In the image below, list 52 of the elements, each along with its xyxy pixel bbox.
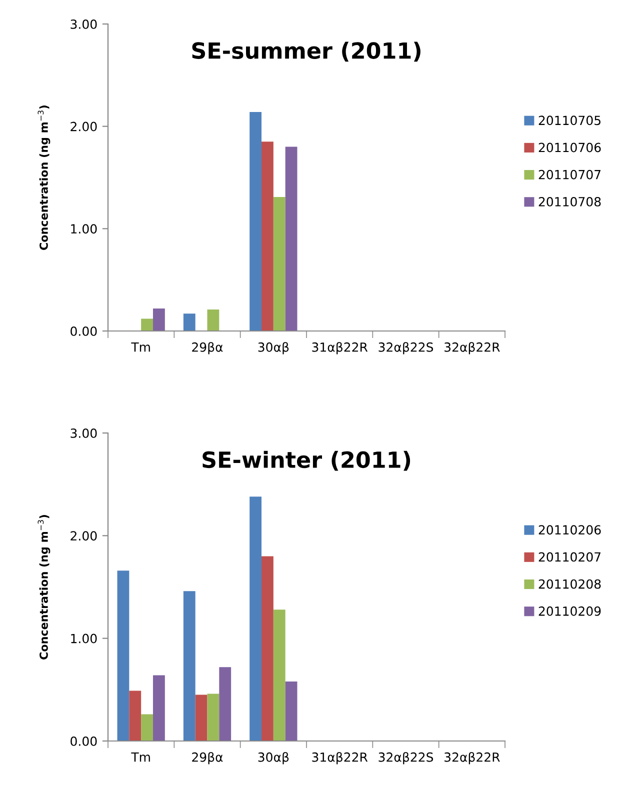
y-tick-label: 2.00 <box>70 531 97 541</box>
x-tick-label: 31αβ22R <box>312 752 368 764</box>
bar <box>250 496 262 741</box>
bar <box>273 196 286 331</box>
bar <box>219 667 232 741</box>
bar <box>152 675 165 741</box>
bar <box>250 112 262 331</box>
y-tick-label: 0.00 <box>70 736 97 746</box>
y-axis-title: Concentration (ng m$^{−3}$) <box>38 106 50 250</box>
legend-label: 20110209 <box>538 606 601 616</box>
text: SE-summer (2011) <box>192 42 420 62</box>
bar <box>183 591 196 741</box>
y-tick-label: 3.00 <box>70 19 97 29</box>
x-tick-label: Tm <box>131 752 150 762</box>
y-axis-title: Concentration (ng m$^{−3}$) <box>38 515 50 660</box>
x-tick-label: 32αβ22R <box>444 342 500 354</box>
bar <box>207 694 220 741</box>
x-tick-label: 29βα <box>192 752 223 764</box>
y-tick-label: 2.00 <box>70 122 97 132</box>
legend-label: 20110705 <box>538 116 600 126</box>
y-tick-label: 0.00 <box>70 326 97 336</box>
x-tick-label: 31αβ22R <box>312 342 368 354</box>
bar <box>117 570 130 741</box>
bar <box>152 308 165 331</box>
bar <box>141 318 153 331</box>
bar <box>129 690 142 741</box>
y-tick-label: 3.00 <box>70 428 97 438</box>
bar <box>141 714 153 741</box>
legend-label: 20110708 <box>538 196 601 206</box>
x-tick-label: 29βα <box>192 342 223 354</box>
y-tick-label: 1.00 <box>71 224 97 234</box>
bar <box>183 314 196 331</box>
bar <box>195 694 208 741</box>
legend-label: 20110706 <box>538 142 601 152</box>
legend-label: 20110207 <box>538 552 600 562</box>
bar <box>207 310 220 331</box>
bar <box>273 610 286 741</box>
bar <box>285 681 298 741</box>
legend-label: 20110208 <box>538 579 601 589</box>
y-tick-label: 1.00 <box>71 634 97 644</box>
x-tick-label: Tm <box>131 342 150 352</box>
bar <box>262 142 274 331</box>
x-tick-label: 32αβ22S <box>378 342 434 354</box>
legend-label: 20110707 <box>538 170 600 180</box>
text: SE-winter (2011) <box>202 450 410 471</box>
x-tick-label: 30αβ <box>258 342 289 354</box>
legend-label: 20110206 <box>538 525 601 535</box>
x-tick-label: 32αβ22R <box>444 752 500 764</box>
bar <box>262 556 274 741</box>
bar <box>285 146 298 331</box>
x-tick-label: 32αβ22S <box>378 752 434 764</box>
x-tick-label: 30αβ <box>258 752 289 764</box>
